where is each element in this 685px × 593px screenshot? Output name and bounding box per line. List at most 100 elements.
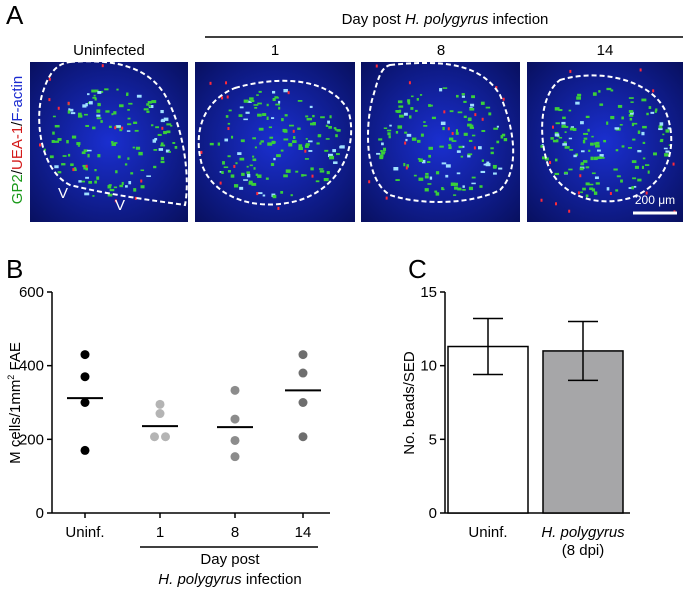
gp2-signal bbox=[107, 193, 113, 197]
gp2-signal bbox=[579, 167, 584, 171]
gp2-signal bbox=[500, 135, 504, 139]
uea-signal bbox=[256, 192, 259, 196]
gp2-signal bbox=[121, 181, 124, 185]
uea-signal bbox=[481, 117, 484, 121]
gp2-signal bbox=[88, 180, 93, 184]
gp2-signal bbox=[297, 127, 301, 130]
gp2-signal bbox=[450, 182, 456, 186]
gp2-signal bbox=[380, 149, 383, 153]
gp2-signal bbox=[276, 154, 281, 158]
gp2-signal bbox=[463, 132, 468, 136]
gp2-signal bbox=[642, 157, 646, 160]
gp2-signal bbox=[471, 176, 476, 179]
y-axis-label: No. beads/SED bbox=[401, 351, 418, 455]
gp2-signal bbox=[483, 163, 487, 166]
gp2-signal bbox=[665, 150, 670, 153]
gp2-signal bbox=[659, 140, 664, 143]
gp2-signal bbox=[442, 126, 445, 131]
data-point bbox=[150, 432, 159, 442]
gp2-signal bbox=[641, 98, 647, 102]
gp2-signal bbox=[84, 113, 88, 116]
uea-signal bbox=[579, 174, 582, 178]
gp2-signal bbox=[133, 121, 138, 124]
gp2-signal bbox=[601, 157, 605, 159]
gp2-signal bbox=[57, 138, 62, 141]
data-point bbox=[230, 385, 240, 395]
gp2-signal bbox=[151, 124, 154, 127]
scale-bar-label: 200 μm bbox=[635, 193, 675, 207]
gp2-signal bbox=[298, 146, 303, 151]
gp2-signal bbox=[151, 100, 157, 104]
gp2-signal bbox=[92, 126, 96, 130]
gp2-signal bbox=[157, 133, 162, 136]
data-point bbox=[298, 368, 308, 378]
gp2-signal bbox=[119, 128, 123, 132]
gp2-signal bbox=[632, 138, 636, 141]
x-tick-label: (8 dpi) bbox=[562, 542, 605, 559]
gp2-signal bbox=[126, 93, 129, 96]
uea-signal bbox=[639, 68, 642, 72]
gp2-signal bbox=[554, 158, 558, 162]
gp2-signal bbox=[449, 110, 454, 113]
gp2-signal bbox=[126, 130, 131, 132]
gp2-signal bbox=[471, 95, 475, 99]
gp2-signal bbox=[310, 122, 314, 126]
gp2-signal bbox=[606, 87, 612, 91]
uea-signal bbox=[57, 106, 60, 110]
gp2-signal bbox=[587, 128, 590, 132]
uea-signal bbox=[405, 166, 408, 170]
gp2-signal bbox=[140, 185, 145, 189]
gp2-signal bbox=[413, 174, 417, 177]
gp2-signal bbox=[582, 187, 586, 191]
gp2-signal bbox=[256, 94, 259, 96]
gp2-signal bbox=[455, 129, 458, 133]
gp2-signal bbox=[318, 168, 324, 170]
uea-signal bbox=[114, 126, 117, 130]
gp2-signal bbox=[395, 130, 399, 134]
gp2-signal bbox=[96, 117, 102, 120]
data-point bbox=[80, 372, 90, 382]
gp2-signal bbox=[615, 189, 619, 192]
gp2-signal bbox=[260, 140, 264, 143]
y-tick-label: 10 bbox=[420, 358, 437, 375]
gp2-signal bbox=[568, 168, 573, 171]
gp2-signal bbox=[301, 174, 304, 177]
gp2-signal bbox=[597, 149, 601, 152]
gp2-signal bbox=[585, 182, 590, 186]
gp2-signal bbox=[209, 142, 214, 146]
y-label-part: 2 bbox=[6, 375, 16, 380]
gp2-signal bbox=[633, 185, 637, 188]
gp2-signal bbox=[273, 157, 276, 161]
gp2-signal bbox=[660, 138, 664, 141]
gp2-signal bbox=[92, 195, 95, 197]
gp2-signal bbox=[249, 164, 253, 167]
gp2-signal bbox=[428, 146, 433, 150]
gp2-signal bbox=[490, 147, 494, 150]
gp2-signal bbox=[463, 115, 467, 119]
gp2-signal bbox=[128, 181, 132, 185]
uea-signal bbox=[85, 164, 88, 168]
gp2-signal bbox=[421, 159, 426, 164]
gp2-signal bbox=[417, 158, 421, 160]
gp2-signal bbox=[488, 112, 492, 116]
gp2-signal bbox=[272, 194, 277, 199]
gp2-signal bbox=[257, 102, 262, 105]
gp2-signal bbox=[435, 171, 440, 175]
gp2-signal bbox=[423, 121, 426, 123]
data-point bbox=[230, 435, 240, 445]
gp2-signal bbox=[280, 149, 284, 152]
gp2-signal bbox=[266, 103, 269, 107]
gp2-signal bbox=[269, 136, 274, 139]
gp2-signal bbox=[113, 186, 118, 189]
gp2-signal bbox=[381, 142, 384, 146]
gp2-signal bbox=[304, 144, 309, 148]
gp2-signal bbox=[252, 155, 255, 158]
data-point bbox=[80, 445, 90, 455]
gp2-signal bbox=[230, 174, 235, 178]
gp2-signal bbox=[417, 139, 421, 143]
gp2-signal bbox=[662, 133, 665, 136]
gp2-signal bbox=[458, 145, 463, 149]
uea-signal bbox=[404, 141, 407, 145]
uea-signal bbox=[221, 96, 224, 100]
gp2-signal bbox=[569, 149, 574, 151]
